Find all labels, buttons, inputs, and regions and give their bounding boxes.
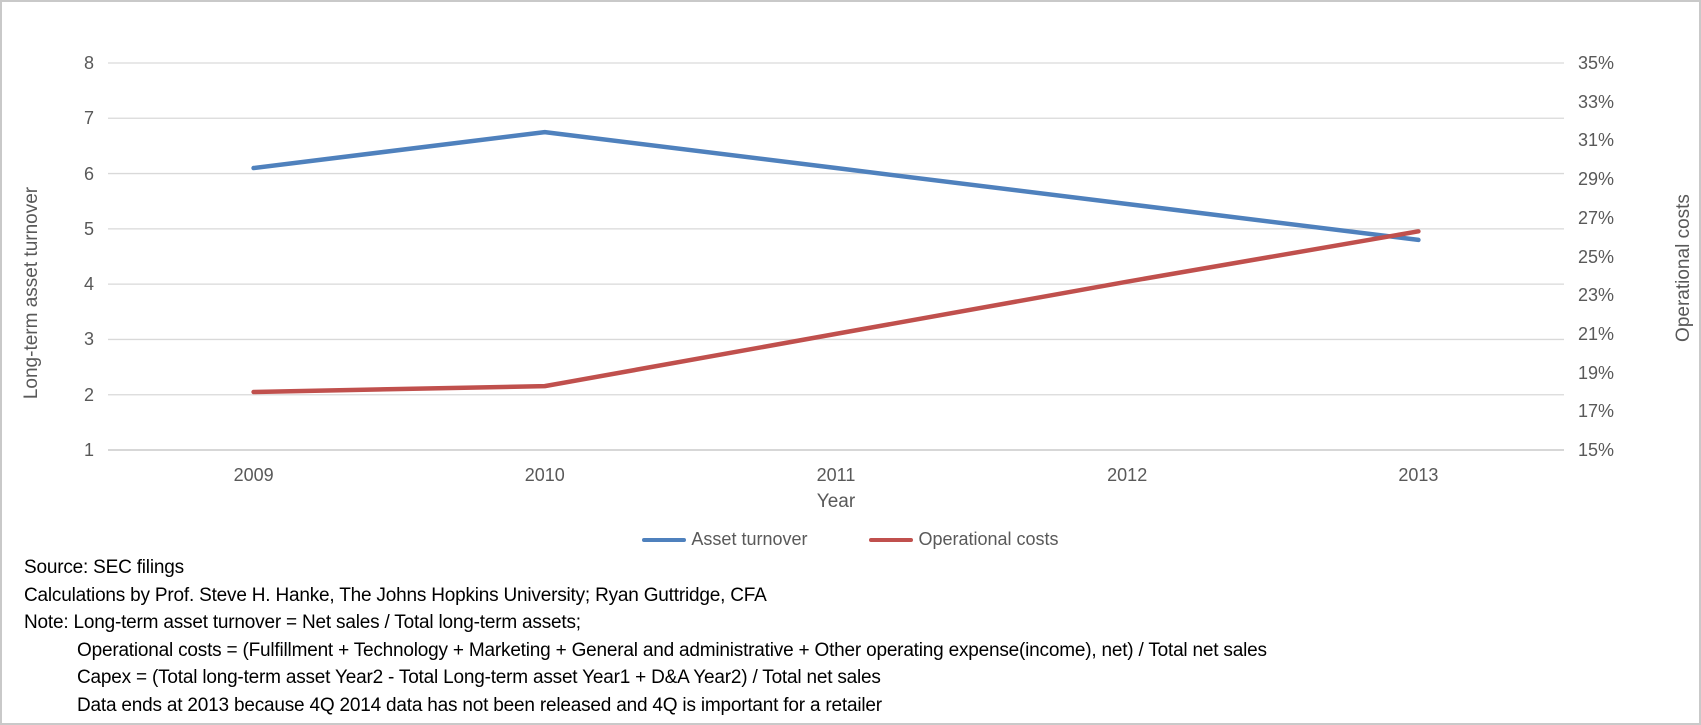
y-axis-tick-left: 2 xyxy=(83,384,94,405)
legend-item-operational-costs: Operational costs xyxy=(869,529,1059,550)
footnote-calculations: Calculations by Prof. Steve H. Hanke, Th… xyxy=(24,584,767,606)
footnote-data-ends: Data ends at 2013 because 4Q 2014 data h… xyxy=(77,694,882,716)
y-axis-tick-right: 21% xyxy=(1578,323,1615,344)
x-axis-tick: 2009 xyxy=(233,465,274,485)
y-axis-tick-left: 7 xyxy=(83,108,94,129)
y-axis-tick-right: 33% xyxy=(1578,91,1615,112)
y-axis-tick-right: 17% xyxy=(1578,401,1615,422)
legend-label: Operational costs xyxy=(918,529,1059,549)
footnote-capex: Capex = (Total long-term asset Year2 - T… xyxy=(77,667,881,688)
footnote-source: Source: SEC filings xyxy=(24,557,184,578)
y-axis-tick-right: 29% xyxy=(1578,169,1615,190)
series-line-operational-costs xyxy=(251,229,1421,395)
y-axis-tick-right: 19% xyxy=(1578,362,1615,383)
y-axis-tick-left: 6 xyxy=(83,163,94,184)
left-axis-title: Long-term asset turnover xyxy=(21,186,42,400)
y-axis-tick-left: 5 xyxy=(83,218,94,239)
y-axis-tick-right: 31% xyxy=(1578,130,1615,151)
legend-item-asset-turnover: Asset turnover xyxy=(642,529,807,550)
y-axis-tick-right: 27% xyxy=(1578,207,1615,228)
legend-line-swatch-red xyxy=(869,537,914,542)
legend: Asset turnover Operational costs xyxy=(2,529,1699,550)
y-axis-tick-left: 1 xyxy=(83,440,94,460)
right-axis-title: Operational costs xyxy=(1673,194,1694,342)
y-axis-tick-right: 25% xyxy=(1578,246,1615,267)
y-axis-tick-right: 23% xyxy=(1578,285,1615,306)
y-axis-tick-right: 15% xyxy=(1578,440,1615,460)
x-axis-tick: 2012 xyxy=(1107,465,1148,485)
y-axis-tick-left: 4 xyxy=(83,274,94,295)
x-axis-title: Year xyxy=(816,491,856,512)
legend-line-swatch-blue xyxy=(642,537,687,542)
x-axis-tick: 2011 xyxy=(816,465,856,485)
x-axis-tick: 2013 xyxy=(1398,465,1439,485)
y-axis-tick-left: 3 xyxy=(83,329,94,350)
y-axis-tick-left: 8 xyxy=(83,53,94,73)
x-axis-tick: 2010 xyxy=(524,465,565,485)
y-axis-tick-right: 35% xyxy=(1578,53,1615,73)
series-line-asset-turnover xyxy=(251,129,1421,243)
footnote-note: Note: Long-term asset turnover = Net sal… xyxy=(24,612,581,633)
footnotes: Source: SEC filings Calculations by Prof… xyxy=(24,554,1689,719)
legend-label: Asset turnover xyxy=(691,529,808,549)
footnote-operational-costs: Operational costs = (Fulfillment + Techn… xyxy=(77,639,1267,661)
